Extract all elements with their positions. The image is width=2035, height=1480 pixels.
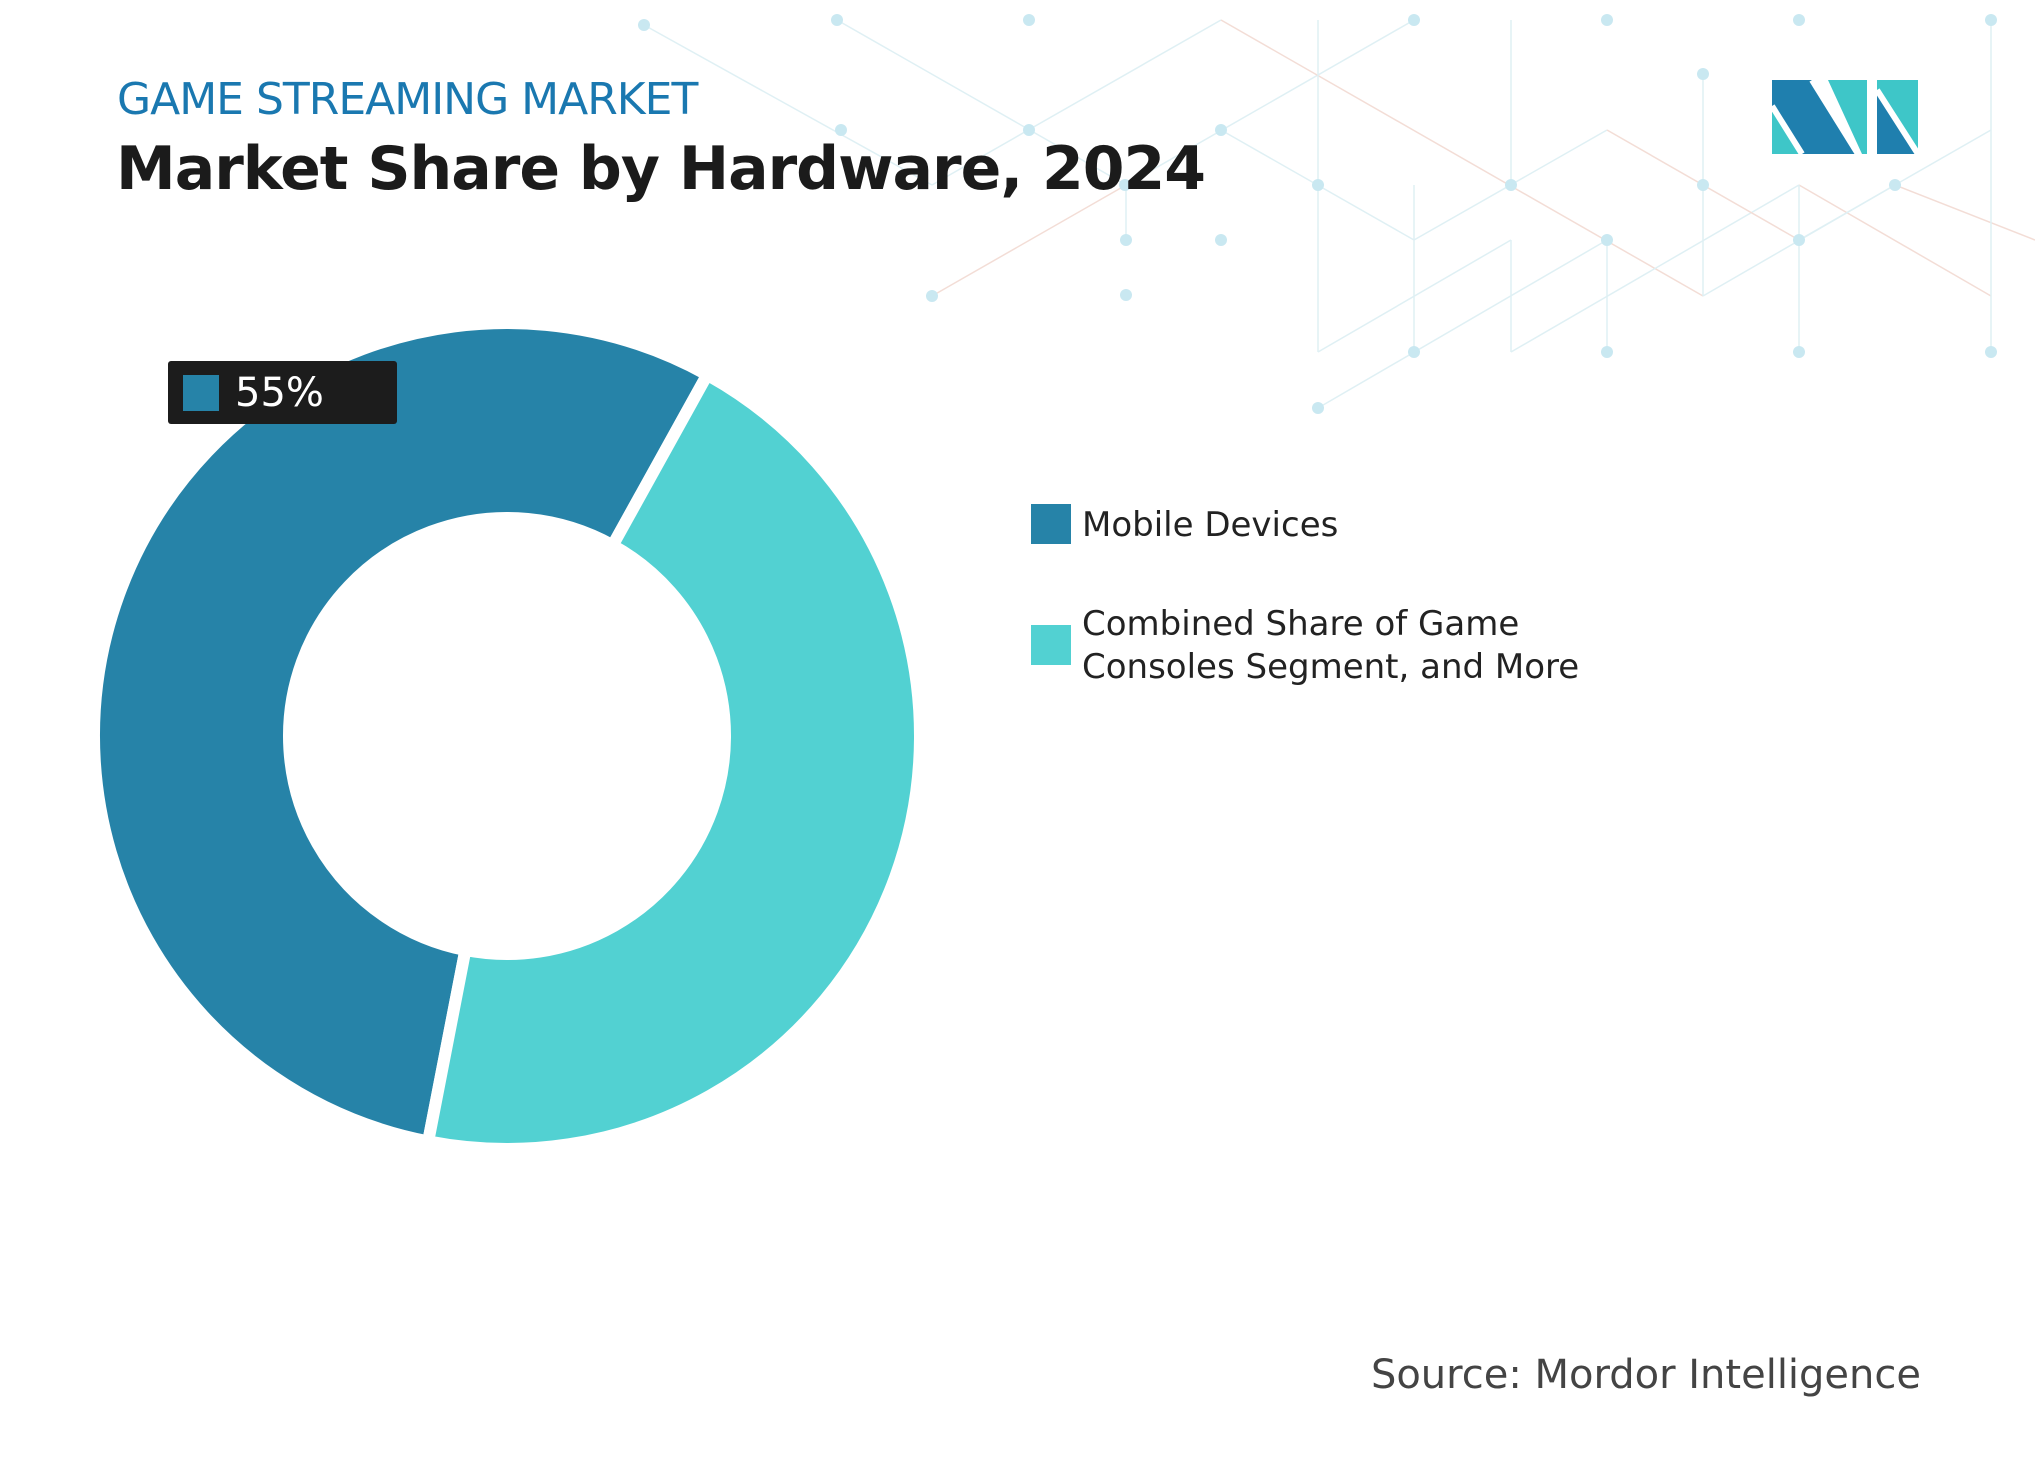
pattern-dot [1215, 234, 1227, 246]
pattern-dot [831, 14, 843, 26]
pattern-dot [1023, 14, 1035, 26]
data-label-swatch [183, 374, 219, 411]
pattern-dot [1312, 402, 1324, 414]
pattern-dot [1505, 179, 1517, 191]
pattern-dot [1601, 234, 1613, 246]
pattern-line [1317, 239, 1608, 409]
pattern-line [1798, 184, 1992, 297]
pattern-line [1894, 184, 2035, 241]
pattern-dot [1985, 14, 1997, 26]
legend-label: Combined Share of Game Consoles Segment,… [1082, 604, 1580, 687]
data-label-mobile-devices: 55% [168, 361, 397, 424]
pattern-dot [1601, 14, 1613, 26]
pattern-dot [1889, 179, 1901, 191]
pattern-line [931, 19, 1222, 186]
legend-swatch [1031, 504, 1071, 544]
pattern-dot [1023, 124, 1035, 136]
legend: Mobile Devices Combined Share of Game Co… [1031, 504, 1642, 745]
pattern-dot [1215, 124, 1227, 136]
mordor-intelligence-logo-icon [1772, 80, 1918, 154]
pattern-line [643, 24, 933, 186]
pattern-dot [1408, 14, 1420, 26]
pattern-dot [1985, 346, 1997, 358]
pattern-dot [1601, 346, 1613, 358]
chart-title: Market Share by Hardware, 2024 [116, 134, 1206, 204]
pattern-line [931, 184, 1127, 297]
pattern-dot [1697, 179, 1709, 191]
pattern-dot [835, 124, 847, 136]
pattern-dot [638, 19, 650, 31]
pattern-line [1125, 19, 1415, 186]
donut-slice-mobile-devices [87, 317, 716, 1149]
donut-slice-game-consoles [421, 366, 926, 1155]
pattern-dot [1119, 179, 1131, 191]
legend-item-game-consoles: Combined Share of Game Consoles Segment,… [1031, 603, 1642, 689]
source-note: Source: Mordor Intelligence [1370, 1352, 1921, 1398]
pattern-dot [1793, 14, 1805, 26]
pattern-dot [1120, 234, 1132, 246]
pattern-dot [1697, 68, 1709, 80]
pattern-line [836, 19, 1127, 186]
pattern-dot [926, 290, 938, 302]
pattern-dot [1793, 346, 1805, 358]
chart-kicker: GAME STREAMING MARKET [117, 74, 698, 125]
data-label-value: 55% [235, 369, 324, 416]
pattern-dot [1120, 289, 1132, 301]
legend-swatch [1031, 625, 1071, 665]
pattern-line [1220, 19, 1704, 297]
legend-label: Mobile Devices [1082, 505, 1339, 545]
pattern-dot [1408, 346, 1420, 358]
pattern-dot [1312, 179, 1324, 191]
legend-item-mobile-devices: Mobile Devices [1031, 504, 1642, 547]
pattern-dot [1793, 234, 1805, 246]
